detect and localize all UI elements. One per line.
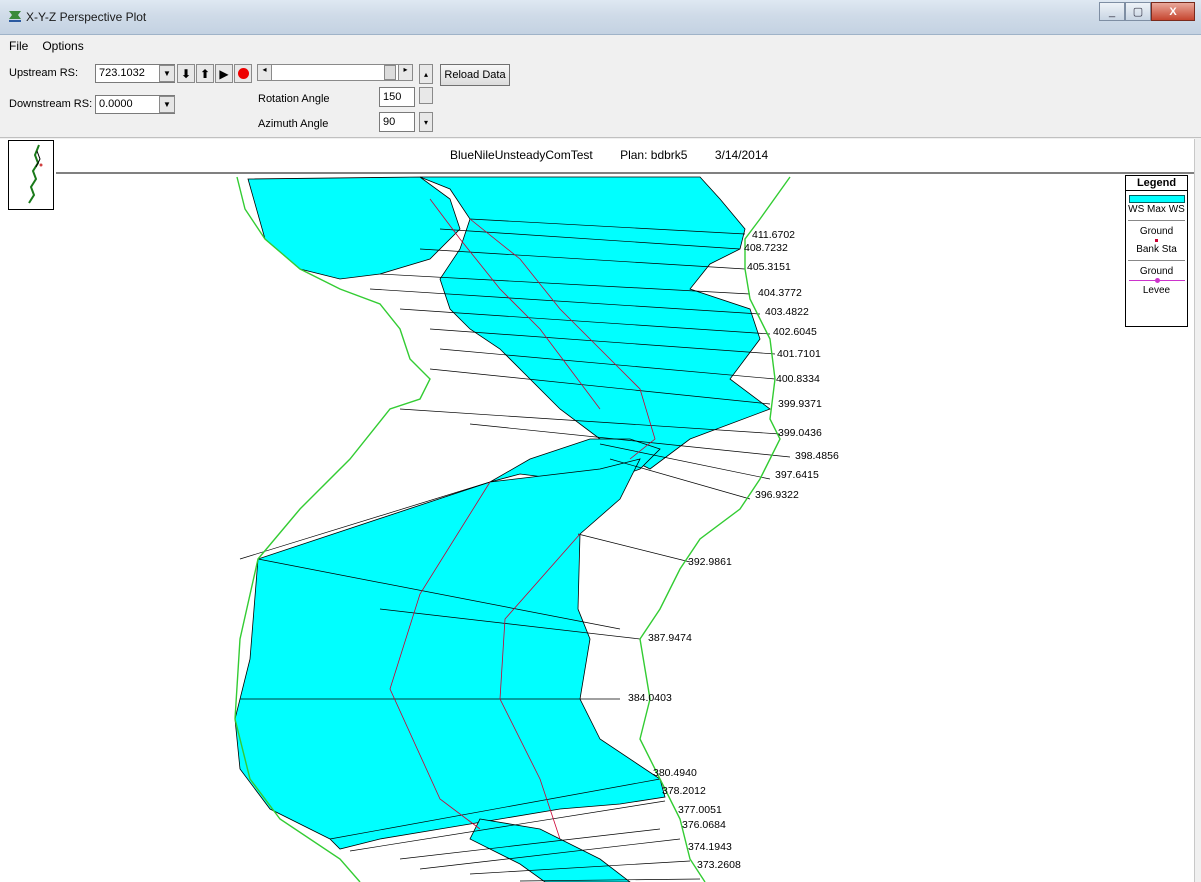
station-label: 399.0436 [778,427,822,439]
levee-marker-icon [1128,278,1185,284]
title-bar: X-Y-Z Perspective Plot _ ▢ X [0,0,1201,35]
legend-ws-label: WS Max WS [1128,204,1185,215]
station-label: 397.6415 [775,469,819,481]
move-down-icon[interactable]: ⬇ [177,64,195,83]
rotation-angle-label: Rotation Angle [258,93,330,105]
station-label: 399.9371 [778,398,822,410]
app-icon [9,11,21,22]
rotation-scrollbar[interactable]: ◂ ▸ [257,64,413,81]
station-label: 373.2608 [697,859,741,871]
legend-ws-entry: WS Max WS [1126,191,1187,217]
azimuth-angle-input[interactable]: 90 [379,112,415,132]
bank-marker-icon [1155,239,1158,242]
station-label: 387.9474 [648,632,692,644]
downstream-rs-select[interactable]: 0.0000 [95,95,175,114]
maximize-button[interactable]: ▢ [1125,2,1151,21]
move-up-icon[interactable]: ⬆ [196,64,214,83]
rotation-angle-input[interactable]: 150 [379,87,415,107]
station-label: 401.7101 [777,348,821,360]
vertical-scrollbar[interactable] [1194,139,1201,882]
station-label: 404.3772 [758,287,802,299]
menu-options[interactable]: Options [42,39,84,53]
legend-ground-levee-entry: Ground Levee [1126,264,1187,298]
legend-bank-label: Bank Sta [1136,244,1177,255]
station-label: 374.1943 [688,841,732,853]
water-surface-upper-left [247,176,461,280]
upstream-rs-select[interactable]: 723.1032 [95,64,175,83]
reach-minimap[interactable] [8,140,54,210]
menu-bar: File Options [0,36,1201,56]
station-label: 405.3151 [747,261,791,273]
close-button[interactable]: X [1151,2,1195,21]
downstream-dropdown-icon[interactable]: ▼ [159,96,175,113]
scroll-thumb[interactable] [384,65,396,80]
legend-title: Legend [1126,176,1187,191]
scroll-right-icon[interactable]: ▸ [398,65,412,80]
legend-ground-label: Ground [1139,226,1174,237]
record-icon[interactable] [234,64,252,83]
station-label: 400.8334 [776,373,820,385]
toolbar: Upstream RS: 723.1032 ▼ Downstream RS: 0… [0,56,1201,138]
plan-name: Plan: bdbrk5 [620,148,688,162]
station-label: 376.0684 [682,819,726,831]
water-surface-bottom [469,818,631,882]
upstream-dropdown-icon[interactable]: ▼ [159,65,175,82]
reload-data-button[interactable]: Reload Data [440,64,510,86]
station-label: 396.9322 [755,489,799,501]
perspective-plot[interactable]: BlueNileUnsteadyComTest Plan: bdbrk5 3/1… [0,139,1201,882]
play-icon[interactable]: ▶ [215,64,233,83]
legend-ground-bank-entry: Ground Bank Sta [1126,224,1187,257]
legend-ground2-label: Ground [1139,266,1174,277]
reach-boundary [234,176,791,882]
plot-header: BlueNileUnsteadyComTest Plan: bdbrk5 3/1… [450,148,792,162]
station-label: 378.2012 [662,785,706,797]
water-surface-lower [234,458,666,850]
ground-lines [239,218,791,882]
project-name: BlueNileUnsteadyComTest [450,148,593,162]
scroll-left-icon[interactable]: ◂ [258,65,272,80]
plot-date: 3/14/2014 [714,148,769,162]
minimize-button[interactable]: _ [1099,2,1125,21]
azimuth-spinner-icon[interactable]: ▾ [419,112,433,132]
station-label: 384.0403 [628,692,672,704]
station-label: 392.9861 [688,556,732,568]
plot-legend: Legend WS Max WS Ground Bank Sta Ground … [1125,175,1188,327]
upstream-rs-label: Upstream RS: [9,67,79,79]
window-title: X-Y-Z Perspective Plot [26,10,147,24]
window-controls: _ ▢ X [1099,2,1195,22]
azimuth-angle-label: Azimuth Angle [258,118,329,130]
station-label: 408.7232 [744,242,788,254]
station-label: 402.6045 [773,326,817,338]
scroll-up-icon[interactable]: ▴ [419,64,433,84]
station-label: 398.4856 [795,450,839,462]
legend-levee-label: Levee [1142,285,1171,296]
station-label: 411.6702 [752,229,795,241]
menu-file[interactable]: File [9,39,29,53]
bank-station-lines [389,198,656,840]
station-label: 377.0051 [678,804,722,816]
downstream-rs-value: 0.0000 [99,98,133,110]
downstream-rs-label: Downstream RS: [9,98,93,110]
rotation-spinner[interactable] [419,87,433,104]
station-label: 403.4822 [765,306,809,318]
upstream-rs-value: 723.1032 [99,67,145,79]
station-label: 380.4940 [653,767,697,779]
ws-swatch [1128,195,1185,203]
